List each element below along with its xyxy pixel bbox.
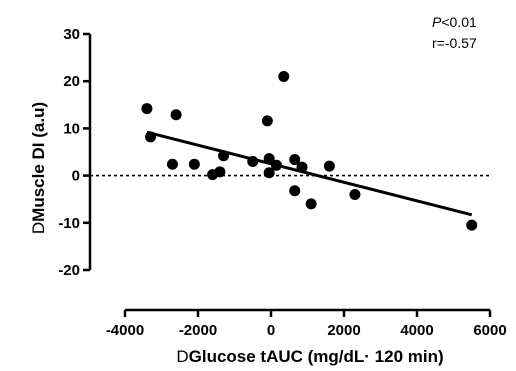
data-point — [141, 103, 153, 115]
x-ticks: -4000 -2000 0 2000 4000 6000 — [106, 310, 507, 339]
x-tick-label: 2000 — [327, 322, 360, 339]
data-point — [263, 153, 275, 165]
data-point — [296, 161, 308, 173]
x-axis-title: DGlucose tAUC (mg/dL· 120 min) — [176, 347, 443, 366]
data-points — [141, 70, 478, 231]
data-point — [349, 188, 361, 200]
y-axis-delta-symbol: D — [29, 222, 48, 234]
y-tick-label: 10 — [63, 120, 80, 137]
data-point — [289, 154, 301, 166]
y-tick-label: -10 — [58, 215, 80, 232]
regression-line — [146, 130, 473, 217]
x-tick-label: -2000 — [179, 322, 217, 339]
x-axis: -4000 -2000 0 2000 4000 6000 — [106, 308, 507, 339]
x-tick-label: 4000 — [400, 322, 433, 339]
x-axis-title-text: Glucose tAUC (mg/dL· 120 min) — [189, 347, 444, 366]
p-value: <0.01 — [441, 14, 477, 30]
data-point — [278, 70, 290, 82]
y-tick-label: -20 — [58, 262, 80, 279]
x-tick-label: 0 — [267, 322, 275, 339]
data-point — [247, 155, 259, 167]
y-tick-label: 30 — [63, 26, 80, 43]
data-point — [466, 219, 478, 231]
x-tick-label: 6000 — [473, 322, 506, 339]
data-point — [188, 158, 200, 170]
data-point — [214, 166, 226, 178]
y-tick-label: 20 — [63, 73, 80, 90]
data-point — [145, 131, 157, 143]
data-point — [166, 158, 178, 170]
data-point — [289, 185, 301, 197]
data-point — [218, 150, 230, 162]
y-axis-title-text: Muscle DI (a.u) — [29, 102, 48, 222]
x-tick-label: -4000 — [106, 322, 144, 339]
y-axis: -20 -10 0 10 20 30 — [58, 26, 92, 279]
data-point — [261, 115, 273, 127]
data-point — [270, 159, 282, 171]
y-axis-title: DMuscle DI (a.u) — [29, 102, 48, 234]
x-axis-delta-symbol: D — [176, 347, 188, 366]
data-point — [305, 198, 317, 210]
data-point — [263, 167, 275, 179]
data-point — [170, 109, 182, 121]
y-ticks: -20 -10 0 10 20 30 — [58, 26, 90, 279]
y-tick-label: 0 — [72, 168, 80, 185]
p-value-annotation: P<0.01 — [432, 14, 477, 30]
data-point — [323, 160, 335, 172]
r-value-annotation: r=-0.57 — [432, 35, 477, 51]
p-symbol: P — [432, 14, 442, 30]
